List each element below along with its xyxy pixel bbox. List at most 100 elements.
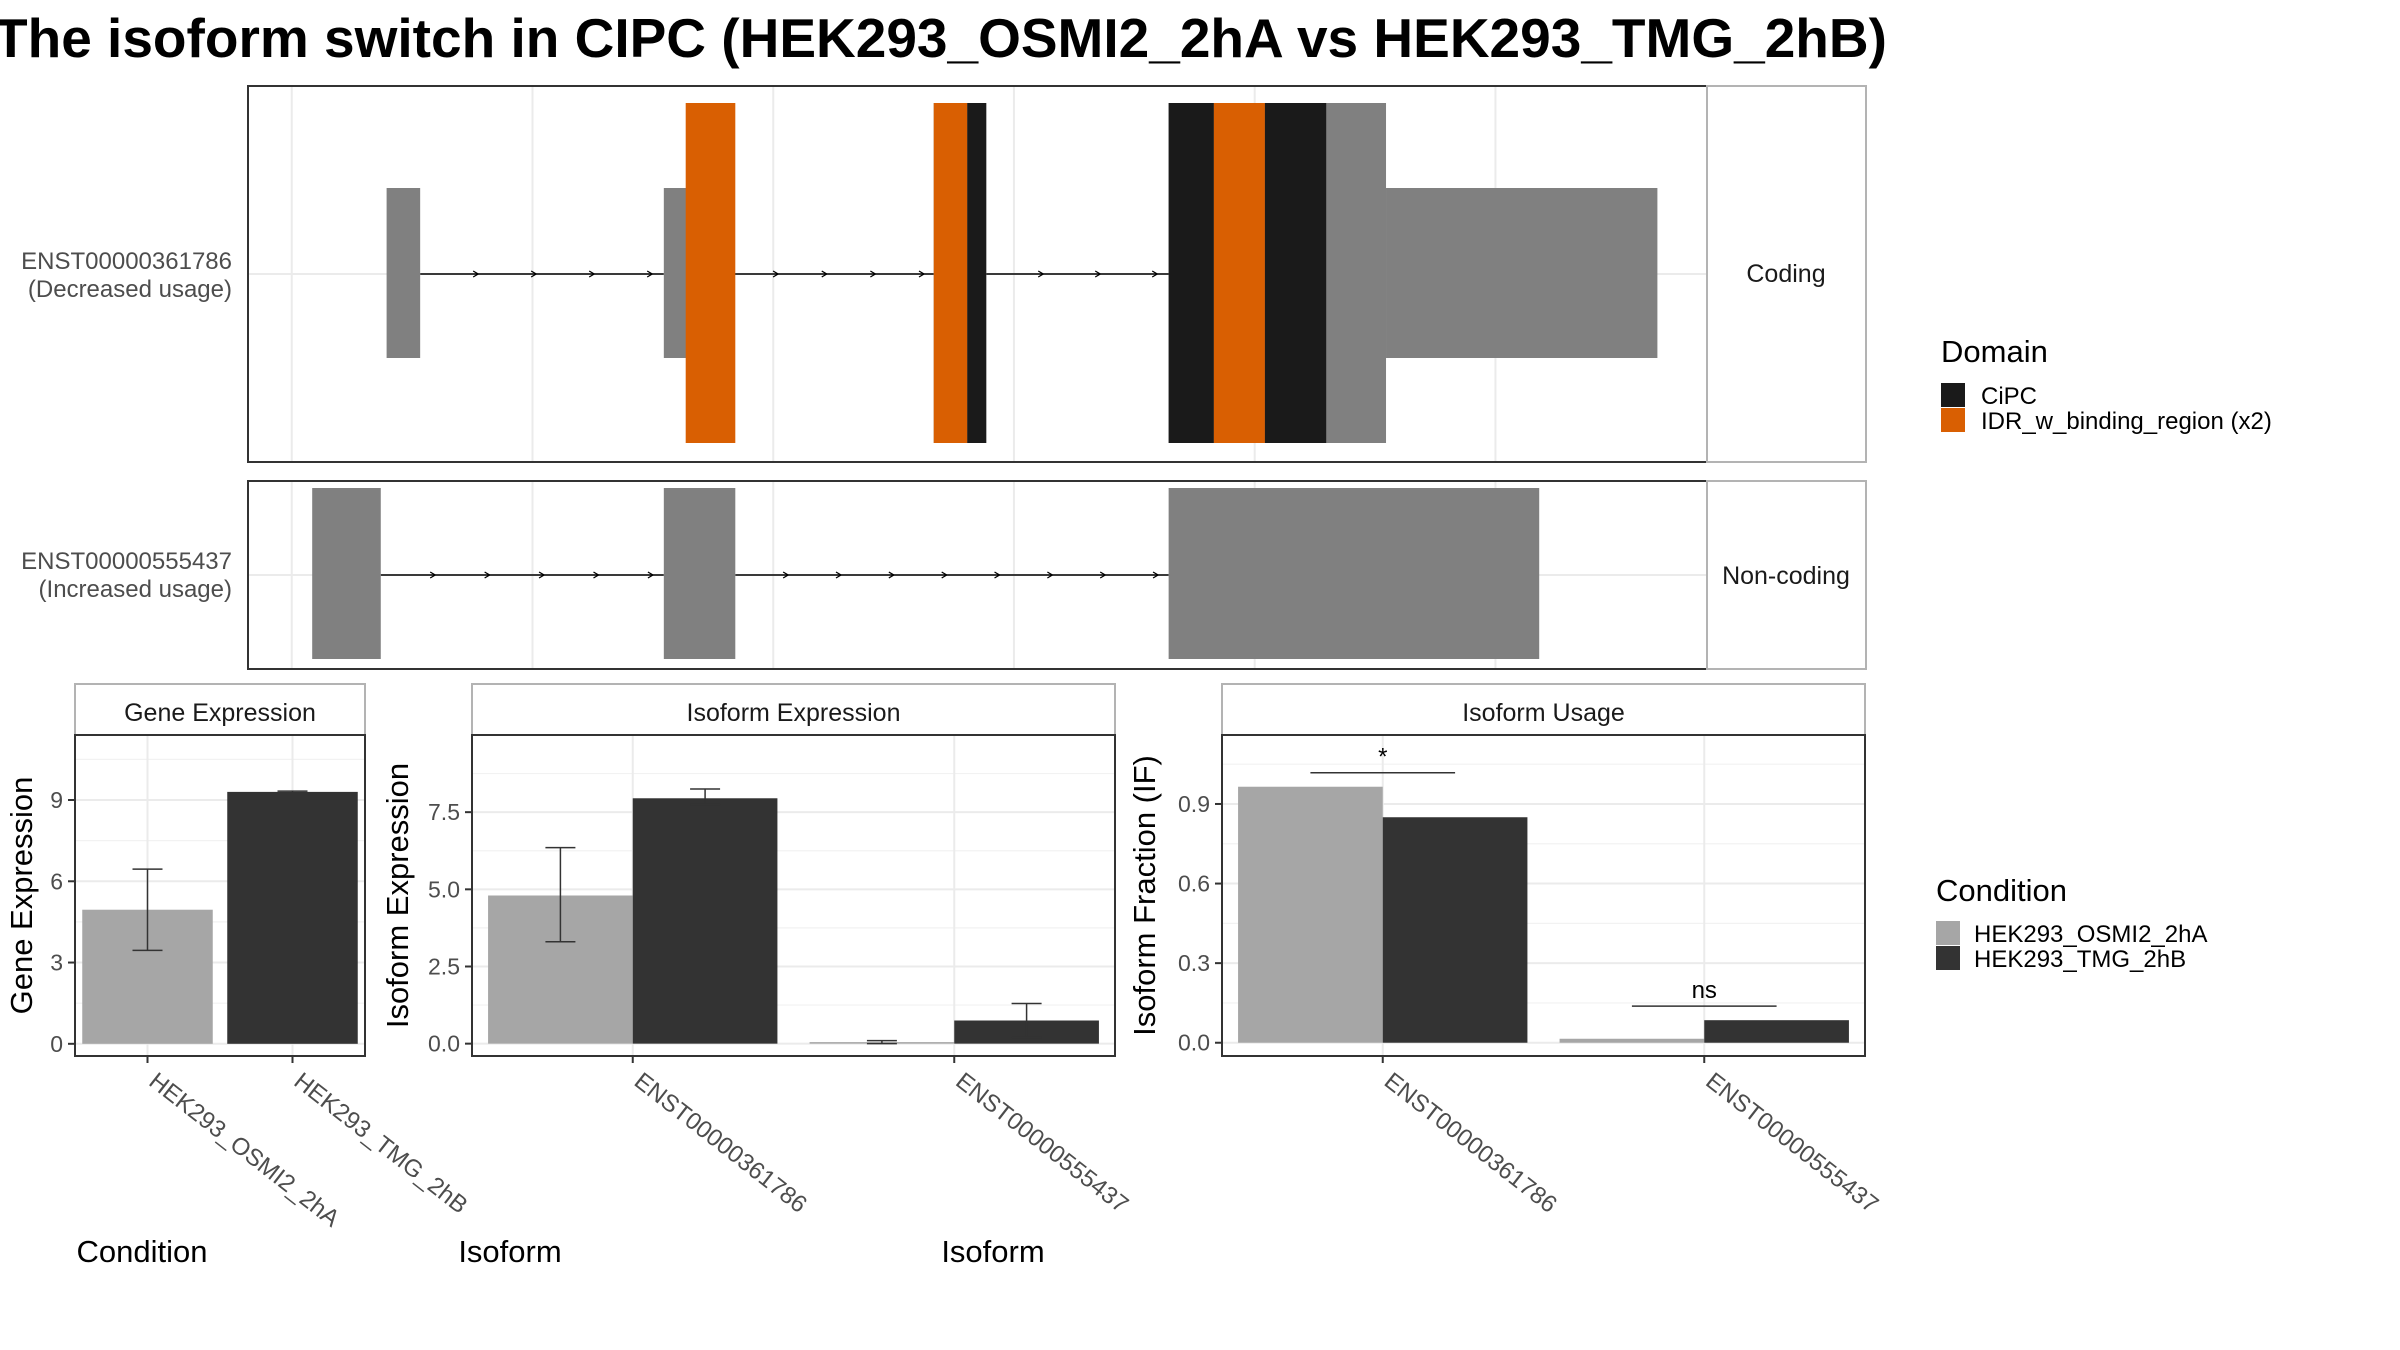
intron-arrow xyxy=(888,571,896,579)
legend-label-osmi2: HEK293_OSMI2_2hA xyxy=(1974,921,2207,948)
legend-swatch-osmi2 xyxy=(1936,921,1960,945)
significance-label: * xyxy=(1378,744,1387,771)
intron-arrow xyxy=(647,571,655,579)
chart-title: Isoform Usage xyxy=(1462,699,1625,727)
bar xyxy=(632,798,778,1044)
domain-legend-title: Domain xyxy=(1941,334,2048,369)
strip-coding xyxy=(1706,85,1867,463)
y-tick-label: 0.0 xyxy=(1178,1030,1210,1056)
transcript-1-id: ENST00000361786 xyxy=(21,248,232,275)
intron-arrow xyxy=(835,571,843,579)
y-axis-title: Gene Expression xyxy=(4,777,39,1015)
intron-arrow xyxy=(870,270,877,278)
y-tick-label: 5.0 xyxy=(428,876,460,902)
transcript-row-2: ENST00000555437 (Increased usage) Non-co… xyxy=(21,480,1867,670)
condition-legend: Condition HEK293_OSMI2_2hA HEK293_TMG_2h… xyxy=(1936,873,2207,973)
intron-arrow xyxy=(782,571,790,579)
panel-border xyxy=(74,734,366,1057)
transcript-2-usage: (Increased usage) xyxy=(39,576,232,603)
intron-arrow xyxy=(1037,270,1045,278)
intron-arrow xyxy=(593,571,600,579)
intron-arrow xyxy=(484,571,491,579)
intron-arrow xyxy=(772,270,780,278)
transcript-2-panel xyxy=(247,480,1708,670)
intron-arrow xyxy=(994,571,1001,579)
y-axis-title: Isoform Expression xyxy=(380,763,415,1028)
domain-cipc xyxy=(1168,103,1214,443)
strip-non-coding xyxy=(1706,480,1867,670)
x-tick-label: ENST00000361786 xyxy=(1379,1067,1562,1218)
intron-arrow xyxy=(530,270,538,278)
y-tick-label: 0.3 xyxy=(1178,950,1210,976)
transcript-row-1: ENST00000361786 (Decreased usage) Coding xyxy=(21,85,1867,463)
panel-border xyxy=(471,734,1116,1057)
exon-utr xyxy=(1168,488,1540,659)
chart-strip xyxy=(74,683,366,736)
intron-arrow xyxy=(429,571,437,579)
intron-arrow xyxy=(472,270,480,278)
legend-swatch-idr xyxy=(1941,408,1965,432)
strip-non-coding-label: Non-coding xyxy=(1722,562,1850,590)
x-tick-label: ENST00000555437 xyxy=(1701,1067,1884,1218)
exon-utr xyxy=(1386,188,1658,358)
strip-coding-label: Coding xyxy=(1746,260,1825,288)
y-tick-label: 0.6 xyxy=(1178,871,1210,897)
y-tick-label: 0.0 xyxy=(428,1031,460,1057)
intron-arrow xyxy=(1151,270,1159,278)
legend-label-idr: IDR_w_binding_region (x2) xyxy=(1981,408,2272,435)
significance-label: ns xyxy=(1692,977,1717,1004)
intron-arrow xyxy=(1152,571,1160,579)
domain-cipc xyxy=(967,103,987,443)
x-axis-title: Isoform xyxy=(458,1234,561,1269)
panel-border xyxy=(1221,734,1866,1057)
x-axis-title: Isoform xyxy=(941,1234,1044,1269)
bar xyxy=(1238,786,1383,1043)
domain-legend: Domain CiPC IDR_w_binding_region (x2) xyxy=(1941,334,2272,435)
condition-legend-title: Condition xyxy=(1936,873,2067,908)
chart-strip xyxy=(471,683,1116,736)
exon-utr xyxy=(312,488,381,659)
x-tick-label: ENST00000555437 xyxy=(951,1067,1134,1218)
intron-arrow xyxy=(1047,571,1054,579)
domain-idr-w-binding-region xyxy=(685,103,736,443)
transcript-1-panel xyxy=(247,85,1708,463)
intron-arrow xyxy=(941,571,948,579)
x-axis-title: Condition xyxy=(77,1234,208,1269)
chart-strip xyxy=(1221,683,1866,736)
intron-arrow xyxy=(1094,270,1102,278)
x-tick-label: ENST00000361786 xyxy=(629,1067,812,1218)
isoform-expression-chart: Isoform Expression 0.0 2.5 5.0 7.5 ENST000003… xyxy=(380,683,1134,1269)
exon-utr xyxy=(663,488,736,659)
intron-arrow xyxy=(1099,571,1107,579)
y-tick-label: 7.5 xyxy=(428,799,460,825)
intron-arrow xyxy=(821,270,829,278)
isoform-usage-chart: Isoform Usage * ns 0.0 0.3 0.6 0.9 ENST00000361… xyxy=(941,683,1884,1269)
y-tick-label: 0 xyxy=(50,1031,63,1057)
chart-title: Gene Expression xyxy=(124,699,316,727)
y-tick-label: 3 xyxy=(50,950,63,976)
exon-utr xyxy=(386,188,421,358)
intron-arrow xyxy=(646,270,654,278)
y-tick-label: 9 xyxy=(50,787,63,813)
intron-arrow xyxy=(588,270,596,278)
y-tick-label: 6 xyxy=(50,868,63,894)
transcript-1-usage: (Decreased usage) xyxy=(28,276,232,303)
bar xyxy=(1704,1020,1849,1043)
figure-title: The isoform switch in CIPC (HEK293_OSMI2… xyxy=(0,7,1887,69)
chart-title: Isoform Expression xyxy=(687,699,901,727)
bar xyxy=(227,791,358,1044)
bar xyxy=(1382,817,1528,1043)
legend-label-tmg: HEK293_TMG_2hB xyxy=(1974,946,2186,973)
legend-swatch-cipc xyxy=(1941,383,1965,407)
domain-idr-w-binding-region xyxy=(933,103,968,443)
intron-arrow xyxy=(918,270,926,278)
y-tick-label: 2.5 xyxy=(428,953,460,979)
transcript-2-id: ENST00000555437 xyxy=(21,548,232,575)
legend-swatch-tmg xyxy=(1936,946,1960,970)
legend-label-cipc: CiPC xyxy=(1981,383,2037,410)
bar xyxy=(1559,1038,1705,1043)
domain-idr-w-binding-region xyxy=(1213,103,1265,443)
intron-arrow xyxy=(538,571,546,579)
y-tick-label: 0.9 xyxy=(1178,791,1210,817)
